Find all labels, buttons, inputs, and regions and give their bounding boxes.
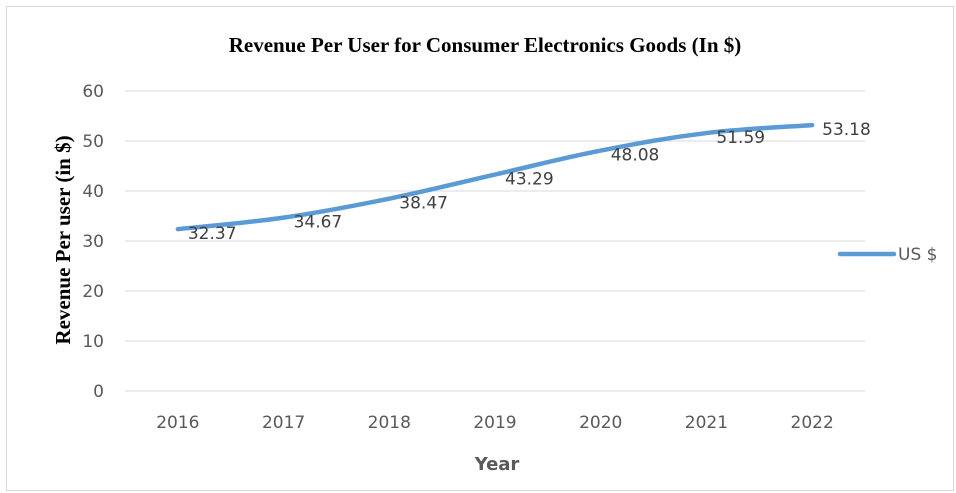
data-label: 48.08 — [611, 146, 660, 166]
y-tick-label: 0 — [93, 382, 104, 402]
data-label: 53.18 — [822, 120, 871, 140]
y-tick-label: 60 — [82, 82, 104, 102]
legend-label-us: US $ — [898, 245, 937, 265]
x-tick-label: 2021 — [685, 413, 728, 433]
y-axis-label: Revenue Per user (in $) — [51, 135, 75, 344]
x-axis-label: Year — [474, 454, 520, 475]
x-tick-label: 2018 — [368, 413, 411, 433]
x-tick-label: 2017 — [262, 413, 305, 433]
x-tick-label: 2020 — [579, 413, 622, 433]
x-tick-label: 2019 — [473, 413, 516, 433]
legend: US $ — [840, 245, 937, 265]
data-label: 34.67 — [294, 213, 343, 233]
data-label: 43.29 — [505, 170, 554, 190]
data-label: 51.59 — [716, 128, 765, 148]
y-axis-ticks: 0 10 20 30 40 50 60 — [82, 82, 104, 402]
y-tick-label: 50 — [82, 132, 104, 152]
y-tick-label: 40 — [82, 182, 104, 202]
chart-title: Revenue Per User for Consumer Electronic… — [229, 33, 742, 57]
x-axis-ticks: 2016 2017 2018 2019 2020 2021 2022 — [156, 413, 834, 433]
y-tick-label: 20 — [82, 282, 104, 302]
x-tick-label: 2022 — [791, 413, 834, 433]
x-tick-label: 2016 — [156, 413, 199, 433]
data-label: 32.37 — [188, 224, 237, 244]
y-tick-label: 30 — [82, 232, 104, 252]
y-tick-label: 10 — [82, 332, 104, 352]
data-label: 38.47 — [399, 194, 448, 214]
data-labels: 32.37 34.67 38.47 43.29 48.08 51.59 53.18 — [188, 120, 871, 244]
